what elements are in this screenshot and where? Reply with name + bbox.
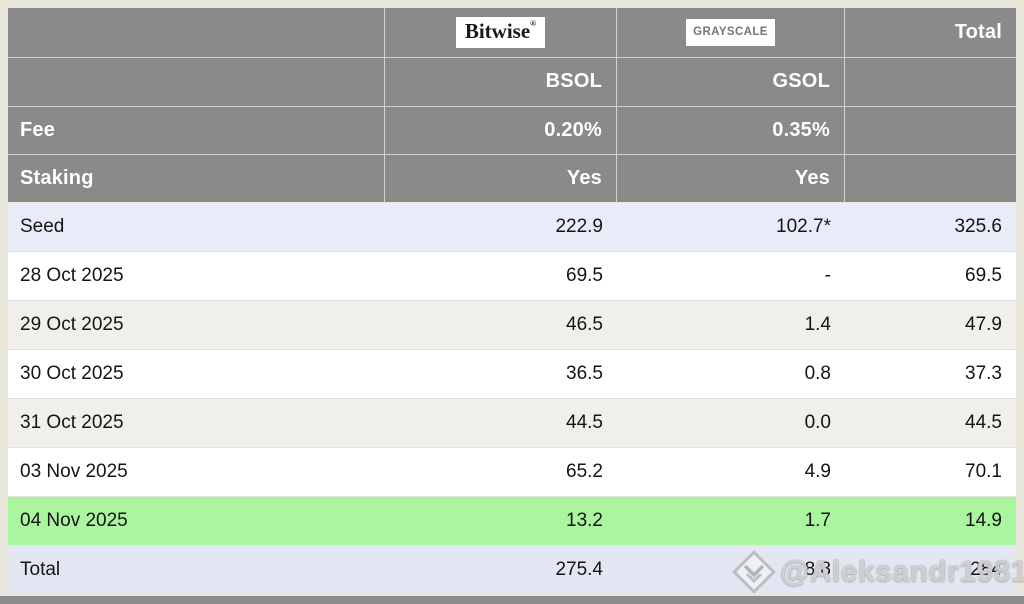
staking-bsol-value: Yes: [385, 154, 617, 203]
row-label-cell: Total: [20, 558, 61, 580]
bsol-value-cell: 69.5: [566, 264, 603, 286]
row-label-cell: 28 Oct 2025: [20, 264, 124, 286]
bsol-value-cell: 13.2: [566, 509, 603, 531]
bsol-value-cell: 44.5: [566, 411, 603, 433]
total-value-cell: 69.5: [965, 264, 1002, 286]
row-label-cell: 30 Oct 2025: [20, 362, 124, 384]
empty-corner-cell: [8, 8, 385, 59]
total-column-header: Total: [845, 8, 1016, 59]
gsol-value-cell: 0.0: [804, 411, 831, 433]
total-value-cell: 284: [970, 558, 1002, 580]
total-value-cell: 14.9: [965, 509, 1002, 531]
gsol-value-cell: 1.7: [804, 509, 831, 531]
empty-cell: [845, 107, 1016, 155]
row-label-cell: 04 Nov 2025: [20, 509, 128, 531]
header-row-logos: Bitwise® GRAYSCALE Total: [8, 8, 1016, 59]
table-row: 03 Nov 2025 65.2 4.9 70.1: [8, 447, 1016, 497]
total-value-cell: 44.5: [965, 411, 1002, 433]
row-label-cell: 31 Oct 2025: [20, 411, 124, 433]
table-row: Seed 222.9 102.7* 325.6: [8, 202, 1016, 252]
grayscale-logo: GRAYSCALE: [686, 18, 775, 47]
fee-label: Fee: [8, 106, 385, 155]
gsol-value-cell: 0.8: [804, 362, 831, 384]
registered-mark-icon: ®: [530, 19, 537, 29]
staking-label: Staking: [8, 154, 385, 203]
bottom-grey-strip: [0, 596, 1024, 604]
grayscale-logo-cell: GRAYSCALE: [617, 8, 845, 59]
gsol-value-cell: 4.9: [804, 460, 831, 482]
bitwise-logo-cell: Bitwise®: [385, 8, 617, 59]
table-row: Total 275.4 8.8 284: [8, 545, 1016, 594]
total-value-cell: 325.6: [954, 215, 1002, 237]
header-row-staking: Staking Yes Yes: [8, 154, 1016, 203]
empty-cell: [845, 155, 1016, 203]
ticker-bsol: BSOL: [385, 58, 617, 107]
fee-bsol-value: 0.20%: [385, 106, 617, 155]
total-value-cell: 47.9: [965, 313, 1002, 335]
bsol-value-cell: 46.5: [566, 313, 603, 335]
bsol-value-cell: 36.5: [566, 362, 603, 384]
total-value-cell: 70.1: [965, 460, 1002, 482]
row-label-cell: 03 Nov 2025: [20, 460, 128, 482]
table-row: 04 Nov 2025 13.2 1.7 14.9: [8, 496, 1016, 546]
row-label-cell: 29 Oct 2025: [20, 313, 124, 335]
gsol-value-cell: 1.4: [804, 313, 831, 335]
staking-gsol-value: Yes: [617, 154, 845, 203]
flows-table: Bitwise® GRAYSCALE Total BSOL GSOL Fee 0…: [8, 8, 1016, 594]
table-row: 31 Oct 2025 44.5 0.0 44.5: [8, 398, 1016, 448]
gsol-value-cell: -: [824, 264, 831, 286]
bsol-value-cell: 275.4: [555, 558, 603, 580]
bitwise-logo-text: Bitwise: [464, 19, 531, 44]
total-value-cell: 37.3: [965, 362, 1002, 384]
bsol-value-cell: 222.9: [555, 215, 603, 237]
empty-cell: [845, 58, 1016, 107]
ticker-gsol: GSOL: [617, 58, 845, 107]
table-row: 29 Oct 2025 46.5 1.4 47.9: [8, 300, 1016, 350]
gsol-value-cell: 102.7*: [776, 215, 831, 237]
row-label-cell: Seed: [20, 215, 65, 237]
bsol-value-cell: 65.2: [566, 460, 603, 482]
gsol-value-cell: 8.8: [804, 558, 831, 580]
header-row-tickers: BSOL GSOL: [8, 58, 1016, 107]
table-row: 28 Oct 2025 69.5 - 69.5: [8, 251, 1016, 301]
table-row: 30 Oct 2025 36.5 0.8 37.3: [8, 349, 1016, 399]
bitwise-logo: Bitwise®: [455, 17, 546, 49]
header-row-fee: Fee 0.20% 0.35%: [8, 106, 1016, 155]
empty-cell: [8, 58, 385, 107]
fee-gsol-value: 0.35%: [617, 106, 845, 155]
